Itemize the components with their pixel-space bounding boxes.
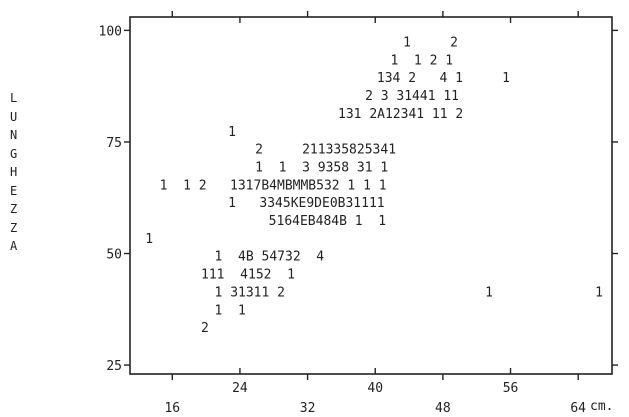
data-row: 1 3345KE9DE0B31111 (228, 196, 385, 211)
marks-layer: 1 2 1 1 2 1 134 2 4 1 1 2 3 31441 11 131 2A1… (145, 36, 603, 337)
y-axis-label-letter: A (10, 239, 18, 253)
y-axis-label-letter: N (10, 128, 18, 142)
y-axis-label-letter: E (10, 183, 18, 198)
data-row: 2 211335825341 (255, 143, 396, 158)
y-tick-label: 75 (106, 136, 122, 151)
x-tick-label-bottom: 48 (435, 401, 451, 416)
data-row: 1 1 2 1 (390, 53, 453, 68)
data-row: 1 (228, 125, 236, 140)
y-axis-label-letter: Z (10, 220, 18, 235)
data-row: 1 31311 2 (215, 285, 285, 300)
plot-frame (129, 16, 613, 375)
data-row: 1 1 3 9358 31 1 (255, 160, 388, 175)
data-row: 2 3 31441 11 (365, 89, 459, 104)
x-tick-label-inner: 40 (367, 381, 383, 396)
y-tick-label: 25 (106, 359, 122, 374)
data-row: 131 2A12341 11 2 (338, 107, 463, 122)
data-row: 111 4152 1 (201, 268, 295, 283)
data-row: 134 2 4 1 1 (377, 71, 510, 86)
data-row: 1 2 (403, 36, 458, 51)
x-axis-unit-label: cm. (590, 399, 613, 414)
y-tick-label: 100 (99, 24, 122, 39)
y-tick-label: 50 (106, 248, 122, 263)
data-row: 1 (595, 285, 603, 300)
data-row: 5164EB484B 1 1 (269, 214, 386, 229)
data-row: 1 1 2 1317B4MBMMB532 1 1 1 (160, 178, 387, 193)
y-axis-label-letter: Z (10, 202, 18, 216)
y-axis-label-letter: L (10, 91, 18, 105)
x-tick-label-bottom: 16 (164, 401, 180, 416)
y-axis-label-letter: G (10, 146, 18, 161)
data-row: 1 4B 54732 4 (215, 250, 325, 265)
x-tick-label-bottom: 32 (300, 401, 316, 416)
x-tick-label-bottom: 64 (570, 401, 586, 416)
data-row: 1 1 (215, 303, 246, 318)
data-row: 1 (145, 232, 153, 247)
data-row: 1 (485, 285, 493, 300)
ticks-layer: 100 75 50 25 16 32 48 64 24 40 56 (99, 11, 618, 416)
data-row: 2 (201, 321, 209, 336)
x-tick-label-inner: 24 (232, 381, 248, 396)
y-axis-label-letter: U (10, 109, 18, 124)
x-tick-label-inner: 56 (503, 381, 519, 396)
y-axis-label-letter: H (10, 165, 18, 179)
